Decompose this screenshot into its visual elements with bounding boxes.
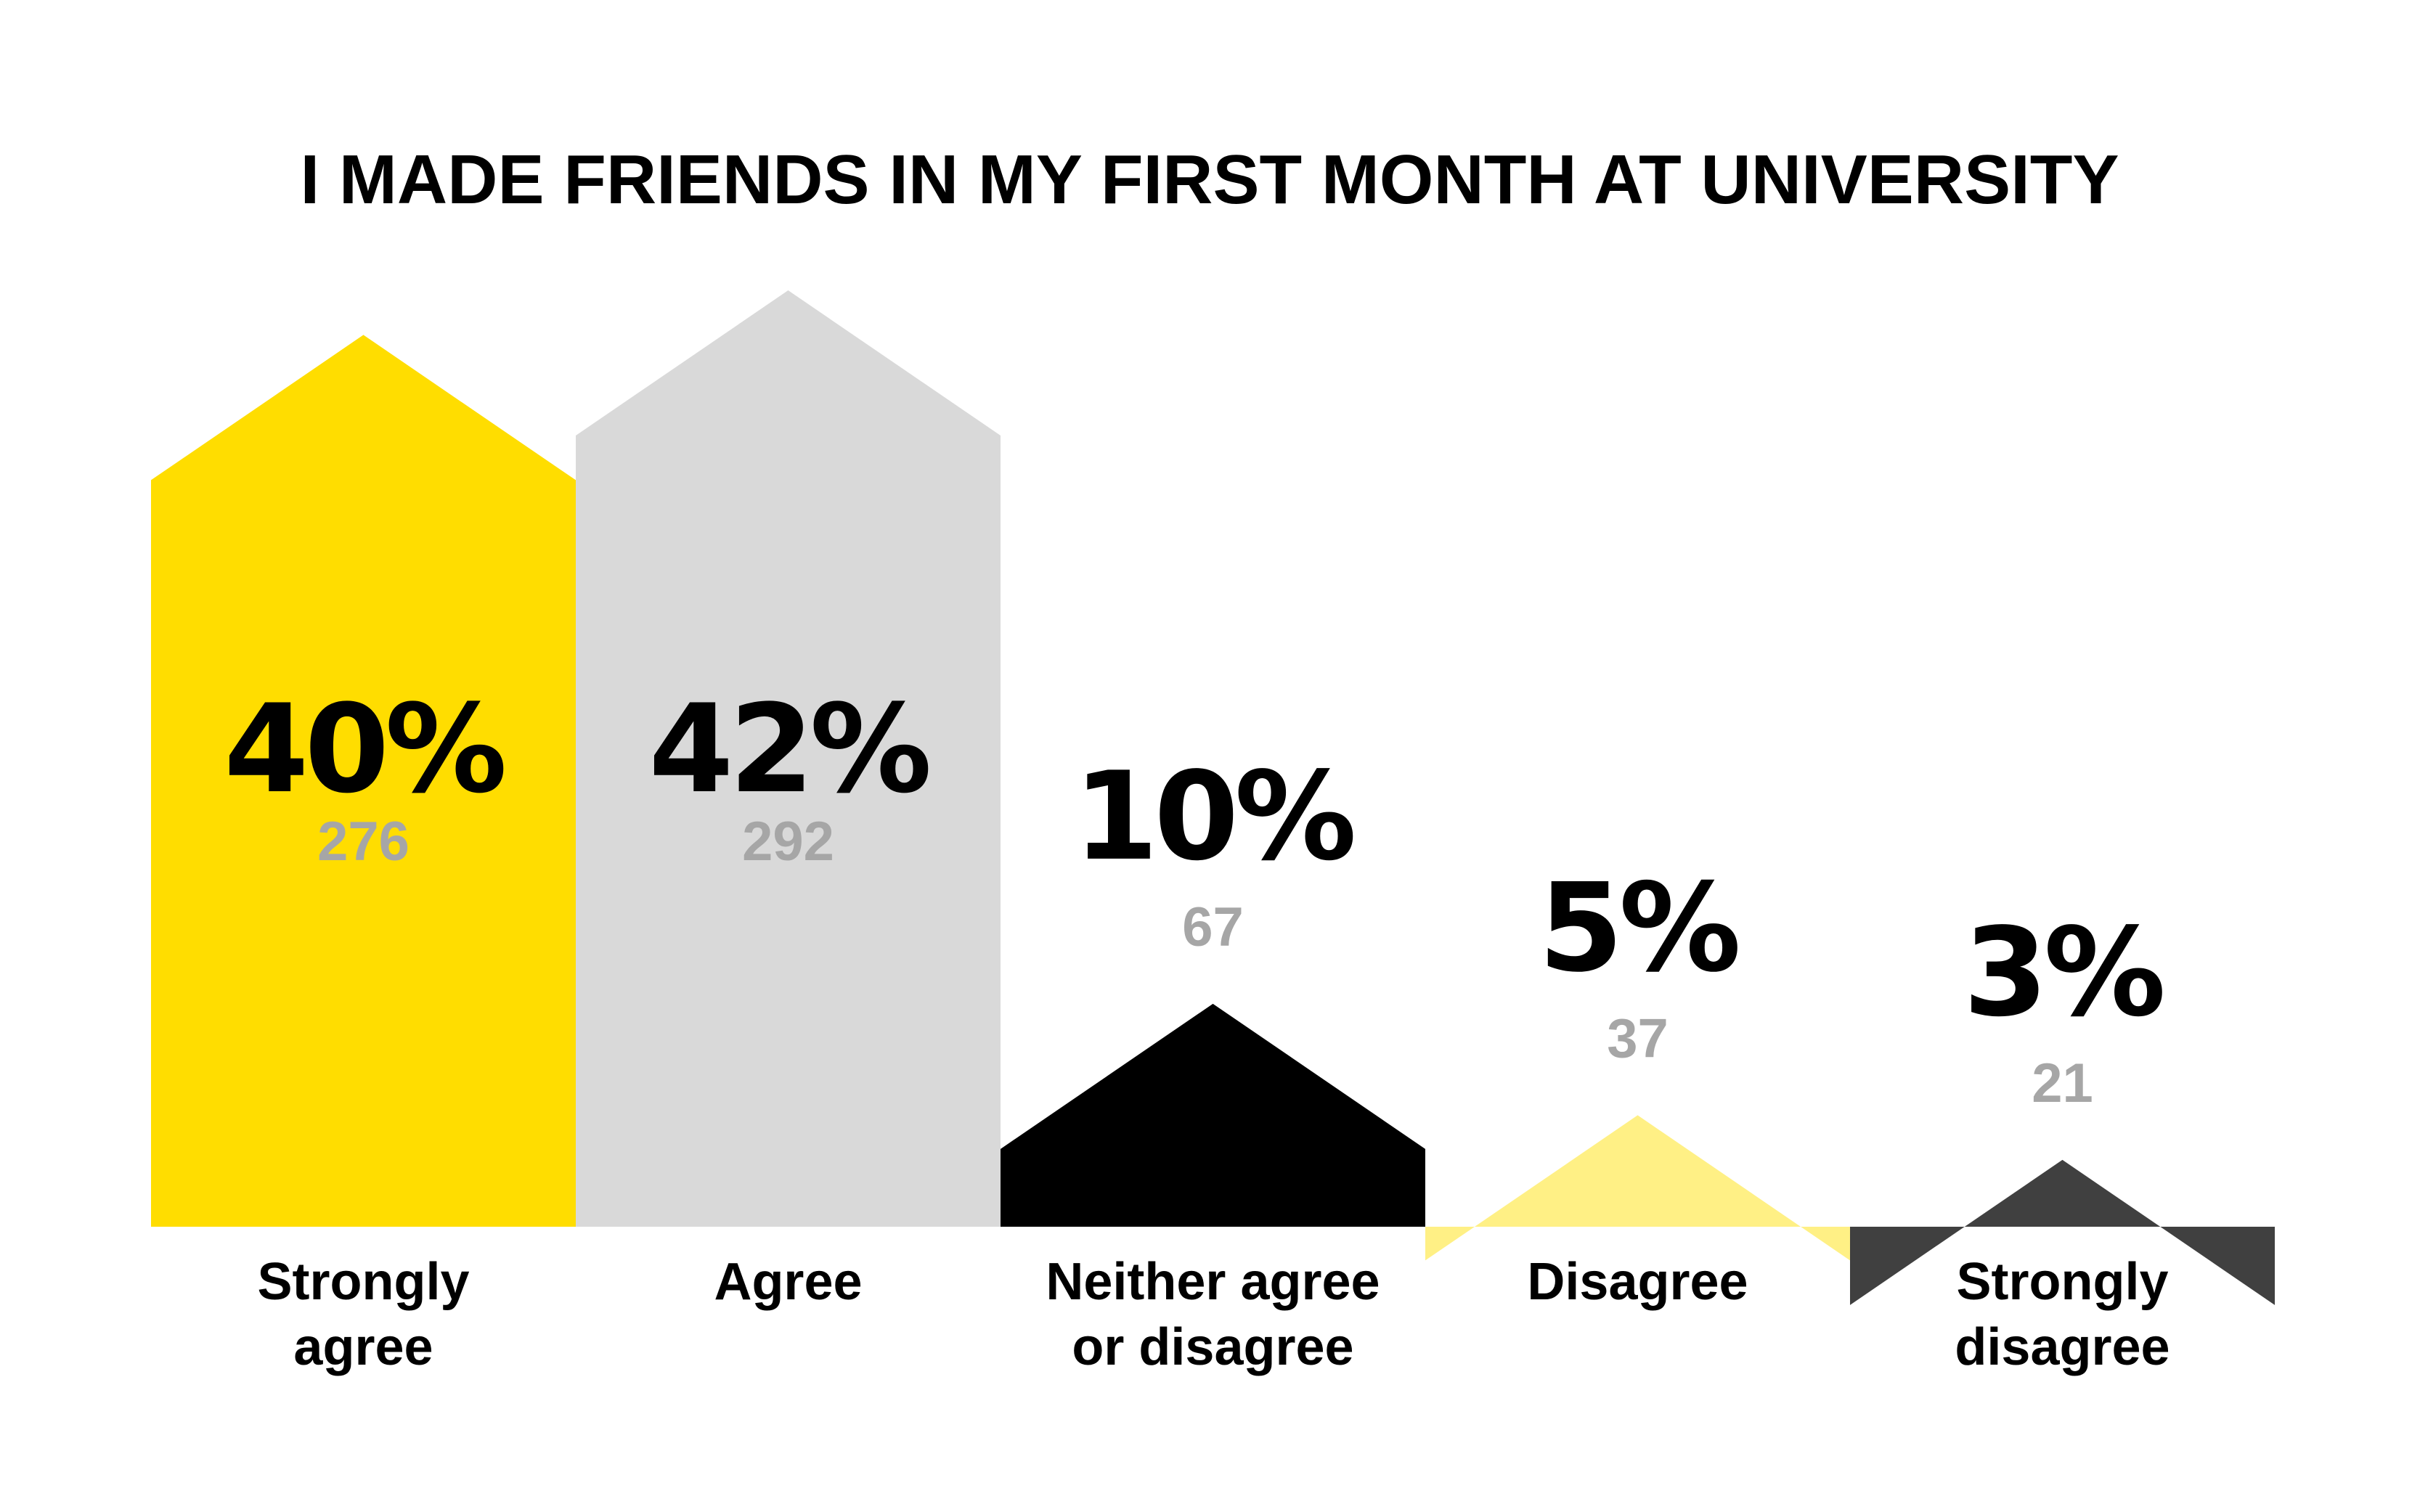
value-label-0: 40% xyxy=(224,678,503,820)
category-label-2: Neither agree or disagree xyxy=(1046,1253,1380,1376)
chart-title: I MADE FRIENDS IN MY FIRST MONTH AT UNIV… xyxy=(301,141,2119,218)
count-label-3: 37 xyxy=(1607,1008,1669,1069)
count-label-0: 276 xyxy=(317,811,410,873)
value-label-2: 10% xyxy=(1073,745,1353,888)
value-label-3: 5% xyxy=(1539,857,1737,999)
count-label-2: 67 xyxy=(1182,896,1244,958)
bar-1 xyxy=(576,290,1001,1227)
value-label-4: 3% xyxy=(1963,902,2162,1044)
labels-group: 40%276 Strongly agree 42%292 Agree 10% 67 Neith… xyxy=(224,678,2170,1376)
category-label-0: Strongly agree xyxy=(257,1253,469,1376)
category-label-3: Disagree xyxy=(1527,1253,1748,1311)
category-label-1: Agree xyxy=(714,1253,862,1311)
count-label-4: 21 xyxy=(2032,1053,2093,1114)
bars-group xyxy=(151,290,2275,1305)
bar-0 xyxy=(151,335,576,1227)
bar-4 xyxy=(1850,1159,2275,1305)
bar-2 xyxy=(1001,1003,1425,1227)
value-label-1: 42% xyxy=(648,678,928,820)
bar-3 xyxy=(1425,1115,1850,1261)
count-label-1: 292 xyxy=(742,811,834,873)
category-label-4: Strongly disagree xyxy=(1955,1253,2170,1376)
